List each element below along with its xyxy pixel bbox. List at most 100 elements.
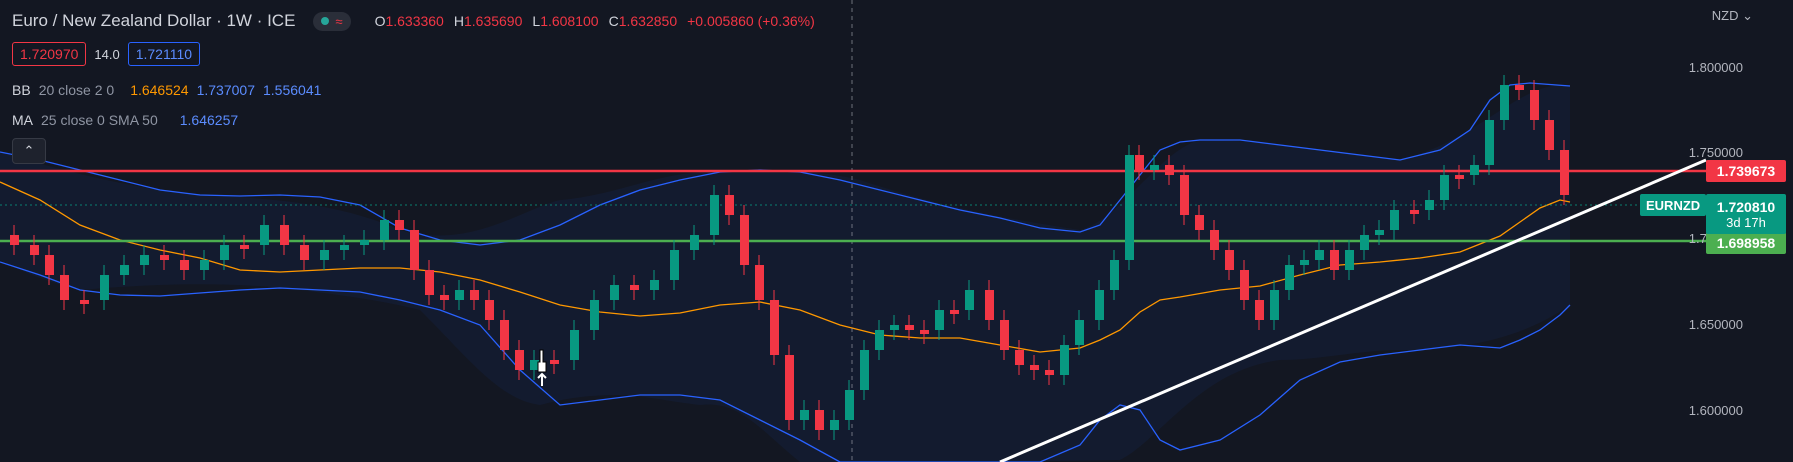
candle-body	[920, 330, 929, 334]
chevron-down-icon: ⌄	[1738, 8, 1753, 23]
bb-upper-value: 1.737007	[196, 82, 255, 98]
candle-body	[1015, 350, 1024, 365]
ma-params: 25 close 0 SMA 50	[41, 112, 158, 128]
bb-band-fill	[0, 84, 1570, 462]
candle-body	[60, 275, 69, 300]
bb-legend[interactable]: BB 20 close 2 0 1.646524 1.737007 1.5560…	[12, 82, 321, 98]
currency-label: NZD	[1711, 8, 1739, 23]
candle-body	[10, 235, 19, 245]
candle-body	[1180, 175, 1189, 215]
spread-value: 14.0	[94, 46, 120, 62]
currency-selector[interactable]: NZD ⌄	[1712, 8, 1753, 24]
candle-body	[530, 360, 539, 370]
candle-body	[1045, 370, 1054, 375]
candle-body	[240, 245, 249, 249]
candle-body	[875, 330, 884, 350]
candle-body	[1000, 320, 1009, 350]
candle-body	[1075, 320, 1084, 345]
candle-body	[1515, 85, 1524, 90]
candle-body	[220, 245, 229, 260]
chevron-up-icon: ⌃	[23, 143, 35, 158]
candle-body	[1285, 265, 1294, 290]
collapse-legend-button[interactable]: ⌃	[12, 138, 46, 164]
candle-body	[1210, 230, 1219, 250]
candle-body	[360, 240, 369, 245]
candle-body	[690, 235, 699, 250]
candle-body	[1110, 260, 1119, 290]
candle-body	[1360, 235, 1369, 250]
market-status-icon	[321, 17, 330, 25]
candle-body	[440, 295, 449, 300]
candle-body	[1330, 250, 1339, 270]
candle-body	[965, 290, 974, 310]
candle-body	[80, 300, 89, 304]
candle-body	[905, 325, 914, 330]
candle-body	[280, 225, 289, 245]
current-price-tag: 1.720810 3d 17h	[1706, 194, 1786, 234]
ohlc-open: O1.633360	[374, 13, 444, 29]
candle-body	[1560, 150, 1569, 195]
candle-body	[485, 300, 494, 320]
candle-body	[1255, 300, 1264, 320]
candle-body	[340, 245, 349, 250]
price-axis-label: 1.600000	[1688, 403, 1743, 418]
candle-body	[1240, 270, 1249, 300]
sell-price-button[interactable]: 1.720970	[12, 42, 87, 66]
candle-body	[1125, 155, 1134, 260]
candle-body	[100, 275, 109, 300]
price-axis-label: 1.650000	[1688, 317, 1743, 332]
ohlc-change: +0.005860 (+0.36%)	[687, 13, 815, 29]
candle-body	[1225, 250, 1234, 270]
bb-lower-line	[0, 261, 1571, 462]
price-axis-label: 1.800000	[1688, 60, 1743, 75]
ohlc-low: L1.608100	[532, 13, 599, 29]
candle-body	[985, 290, 994, 320]
candle-body	[500, 320, 509, 350]
trendline	[999, 158, 1707, 462]
symbol-title[interactable]: Euro / New Zealand Dollar · 1W · ICE	[12, 11, 296, 30]
candle-body	[845, 390, 854, 420]
candle-body	[710, 195, 719, 235]
candle-body	[1410, 210, 1419, 214]
candle-body	[770, 300, 779, 355]
candle-body	[725, 195, 734, 215]
candle-body	[1425, 200, 1434, 210]
candle-body	[1270, 290, 1279, 320]
candle-body	[45, 255, 54, 275]
ma-legend[interactable]: MA 25 close 0 SMA 50 1.646257	[12, 112, 238, 128]
candle-body	[320, 250, 329, 260]
candle-body	[180, 260, 189, 270]
ma-name: MA	[12, 112, 33, 128]
candle-body	[1455, 175, 1464, 179]
candle-body	[200, 260, 209, 270]
candle-body	[1485, 120, 1494, 165]
bar-countdown: 3d 17h	[1726, 214, 1766, 230]
candle-body	[670, 250, 679, 280]
candle-body	[1060, 345, 1069, 375]
candle-body	[1390, 210, 1399, 230]
candle-body	[755, 265, 764, 300]
buy-price-button[interactable]: 1.721110	[127, 42, 201, 66]
candle-body	[395, 220, 404, 230]
ohlc-values: O1.633360 H1.635690 L1.608100 C1.632850 …	[375, 13, 815, 29]
wave-icon: ≈	[335, 13, 343, 29]
candle-body	[1530, 90, 1539, 120]
candle-body	[610, 285, 619, 300]
candle-body	[1440, 175, 1449, 200]
candle-body	[30, 245, 39, 255]
bb-name: BB	[12, 82, 31, 98]
candle-body	[140, 255, 149, 265]
candle-body	[815, 410, 824, 430]
candle-body	[1165, 165, 1174, 175]
candle-body	[455, 290, 464, 300]
candle-body	[1315, 250, 1324, 260]
candle-body	[470, 290, 479, 300]
bb-params: 20 close 2 0	[38, 82, 115, 98]
candle-body	[1030, 365, 1039, 370]
hand-cursor-icon	[537, 349, 547, 386]
candle-body	[425, 270, 434, 295]
candle-body	[515, 350, 524, 370]
market-status-pill[interactable]: ≈	[313, 11, 351, 31]
candle-body	[1345, 250, 1354, 270]
